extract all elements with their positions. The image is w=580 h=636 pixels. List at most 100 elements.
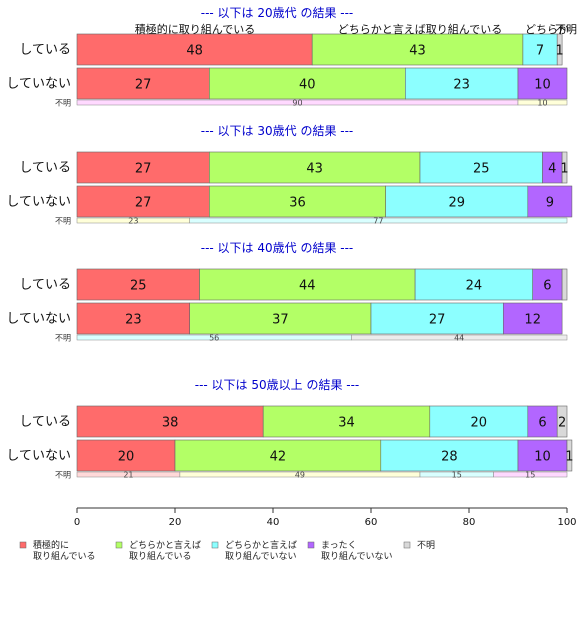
row-label: している bbox=[19, 43, 71, 58]
bar-segment bbox=[76, 439, 176, 472]
row-label: 不明 bbox=[55, 217, 71, 226]
row-label: していない bbox=[6, 77, 71, 92]
unknown-value-label: 90 bbox=[292, 99, 302, 108]
x-tick-label: 80 bbox=[463, 517, 476, 528]
bar-value-label: 25 bbox=[130, 279, 147, 294]
bar-value-label: 24 bbox=[466, 279, 483, 294]
bar-segment bbox=[556, 405, 568, 438]
bar-segment bbox=[561, 151, 568, 184]
legend-label: どちらかと言えば bbox=[225, 539, 297, 551]
bar-value-label: 7 bbox=[536, 44, 544, 59]
unknown-value-label: 10 bbox=[537, 99, 547, 108]
legend-swatch bbox=[115, 541, 123, 549]
bar-segment bbox=[76, 33, 313, 66]
top-category-label: 積極的に取り組んでいる bbox=[135, 22, 255, 36]
bar-value-label: 37 bbox=[272, 313, 289, 328]
bar-value-label: 2 bbox=[558, 416, 566, 431]
legend-swatch bbox=[19, 541, 27, 549]
unknown-value-label: 15 bbox=[452, 471, 462, 480]
bar-value-label: 10 bbox=[534, 78, 551, 93]
bar-value-label: 40 bbox=[299, 78, 316, 93]
bar-value-label: 36 bbox=[289, 196, 306, 211]
bar-segment bbox=[561, 268, 568, 301]
bar-segment bbox=[556, 33, 563, 66]
bar-value-label: 23 bbox=[125, 313, 142, 328]
unknown-bar-segment bbox=[517, 99, 568, 106]
bar-value-label: 44 bbox=[299, 279, 316, 294]
bar-value-label: 42 bbox=[270, 450, 287, 465]
bar-value-label: 23 bbox=[453, 78, 470, 93]
bar-segment bbox=[209, 151, 421, 184]
bar-segment bbox=[199, 268, 416, 301]
row-label: していない bbox=[6, 195, 71, 210]
bar-value-label: 27 bbox=[135, 78, 152, 93]
bar-segment bbox=[209, 67, 406, 100]
x-tick-label: 60 bbox=[365, 517, 378, 528]
legend-swatch bbox=[403, 541, 411, 549]
bar-value-label: 25 bbox=[473, 162, 490, 177]
unknown-value-label: 44 bbox=[454, 334, 464, 343]
unknown-value-label: 21 bbox=[123, 471, 133, 480]
top-category-label: 不明 bbox=[555, 23, 577, 36]
bar-segment bbox=[414, 268, 534, 301]
legend-label: 取り組んでいない bbox=[321, 550, 393, 562]
unknown-value-label: 15 bbox=[525, 471, 535, 480]
bar-segment bbox=[209, 185, 386, 218]
bar-segment bbox=[404, 67, 519, 100]
x-tick-label: 100 bbox=[557, 517, 576, 528]
bar-value-label: 4 bbox=[548, 162, 556, 177]
group-title: --- 以下は 30歳代 の結果 --- bbox=[201, 124, 354, 138]
x-tick-label: 0 bbox=[74, 517, 80, 528]
legend-label: 取り組んでいない bbox=[225, 550, 297, 562]
bar-value-label: 12 bbox=[524, 313, 541, 328]
row-label: している bbox=[19, 415, 71, 430]
bar-value-label: 6 bbox=[543, 279, 551, 294]
bar-segment bbox=[517, 67, 568, 100]
bar-segment bbox=[532, 268, 563, 301]
bar-value-label: 20 bbox=[471, 416, 488, 431]
x-tick-label: 20 bbox=[169, 517, 182, 528]
bar-value-label: 38 bbox=[162, 416, 179, 431]
bar-segment bbox=[311, 33, 524, 66]
bar-value-label: 1 bbox=[556, 44, 564, 59]
group-title: --- 以下は 50歳以上 の結果 --- bbox=[195, 378, 360, 392]
bar-segment bbox=[76, 185, 210, 218]
bar-segment bbox=[527, 405, 558, 438]
row-label: 不明 bbox=[55, 334, 71, 343]
bar-value-label: 43 bbox=[306, 162, 323, 177]
legend-swatch bbox=[307, 541, 315, 549]
bar-value-label: 27 bbox=[429, 313, 446, 328]
bar-value-label: 20 bbox=[118, 450, 135, 465]
bar-segment bbox=[502, 302, 563, 335]
bar-value-label: 28 bbox=[441, 450, 458, 465]
bar-value-label: 10 bbox=[534, 450, 551, 465]
legend-label: どちらかと言えば bbox=[129, 539, 201, 551]
unknown-bar-segment bbox=[189, 217, 568, 224]
bar-segment bbox=[429, 405, 529, 438]
group-title: --- 以下は 40歳代 の結果 --- bbox=[201, 241, 354, 255]
group-title: --- 以下は 20歳代 の結果 --- bbox=[201, 6, 354, 20]
bar-value-label: 6 bbox=[538, 416, 546, 431]
bar-value-label: 29 bbox=[448, 196, 465, 211]
row-label: していない bbox=[6, 312, 71, 327]
top-category-label: どちらかと言えば取り組んでいる bbox=[338, 23, 502, 36]
unknown-bar-segment bbox=[493, 471, 568, 478]
bar-segment bbox=[76, 405, 264, 438]
legend-label: 取り組んでいる bbox=[33, 550, 96, 562]
top-category-label: どちらか bbox=[525, 23, 569, 36]
bar-segment bbox=[522, 33, 558, 66]
legend-label: 不明 bbox=[417, 540, 435, 551]
legend-swatch bbox=[211, 541, 219, 549]
bar-value-label: 1 bbox=[565, 450, 573, 465]
bar-value-label: 27 bbox=[135, 162, 152, 177]
row-label: している bbox=[19, 161, 71, 176]
bar-segment bbox=[385, 185, 529, 218]
unknown-value-label: 56 bbox=[209, 334, 219, 343]
bar-value-label: 34 bbox=[338, 416, 355, 431]
bar-value-label: 9 bbox=[546, 196, 554, 211]
row-label: 不明 bbox=[55, 99, 71, 108]
bar-segment bbox=[380, 439, 519, 472]
bar-value-label: 1 bbox=[560, 162, 568, 177]
bar-segment bbox=[566, 439, 573, 472]
